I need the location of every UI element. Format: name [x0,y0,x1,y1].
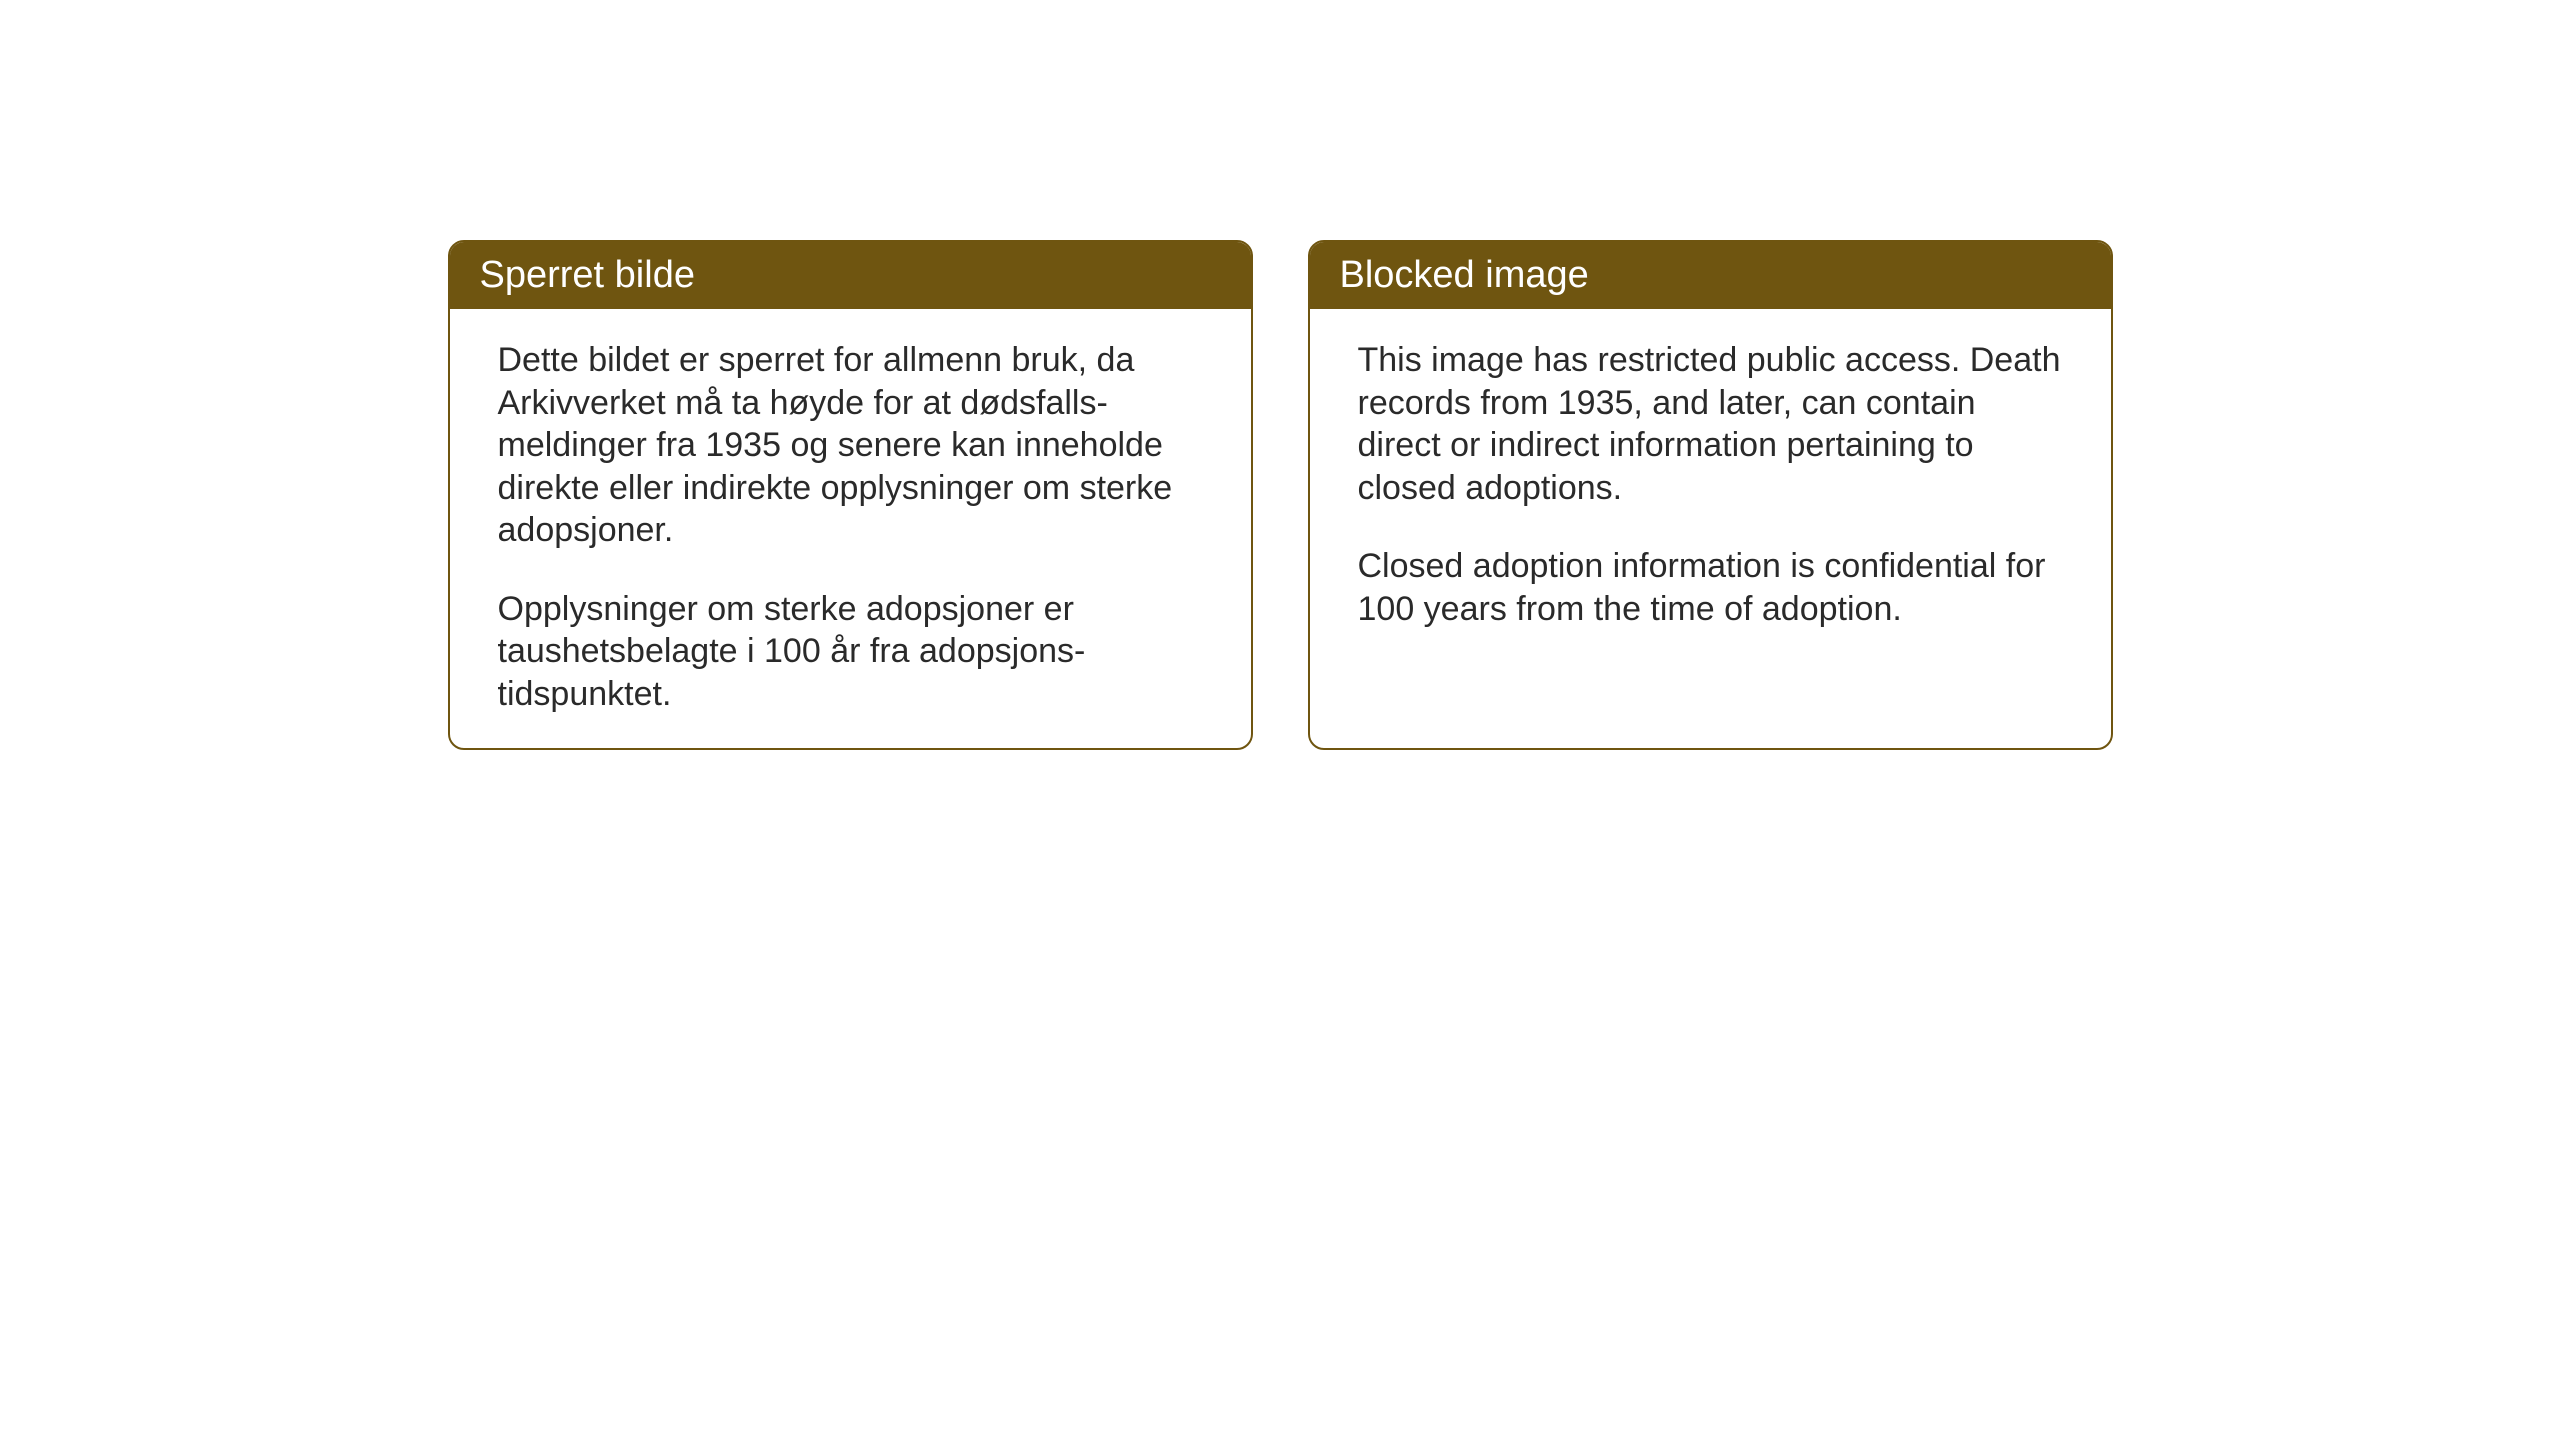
card-para2-norwegian: Opplysninger om sterke adopsjoner er tau… [498,588,1203,716]
card-body-norwegian: Dette bildet er sperret for allmenn bruk… [450,309,1251,745]
card-para1-norwegian: Dette bildet er sperret for allmenn bruk… [498,339,1203,552]
card-title-english: Blocked image [1340,254,1589,296]
card-body-english: This image has restricted public access.… [1310,309,2111,660]
card-title-norwegian: Sperret bilde [480,254,695,296]
card-para1-english: This image has restricted public access.… [1358,339,2063,509]
card-english: Blocked image This image has restricted … [1308,240,2113,750]
card-header-english: Blocked image [1310,242,2111,309]
card-para2-english: Closed adoption information is confident… [1358,545,2063,630]
card-norwegian: Sperret bilde Dette bildet er sperret fo… [448,240,1253,750]
card-container: Sperret bilde Dette bildet er sperret fo… [448,240,2113,750]
card-header-norwegian: Sperret bilde [450,242,1251,309]
